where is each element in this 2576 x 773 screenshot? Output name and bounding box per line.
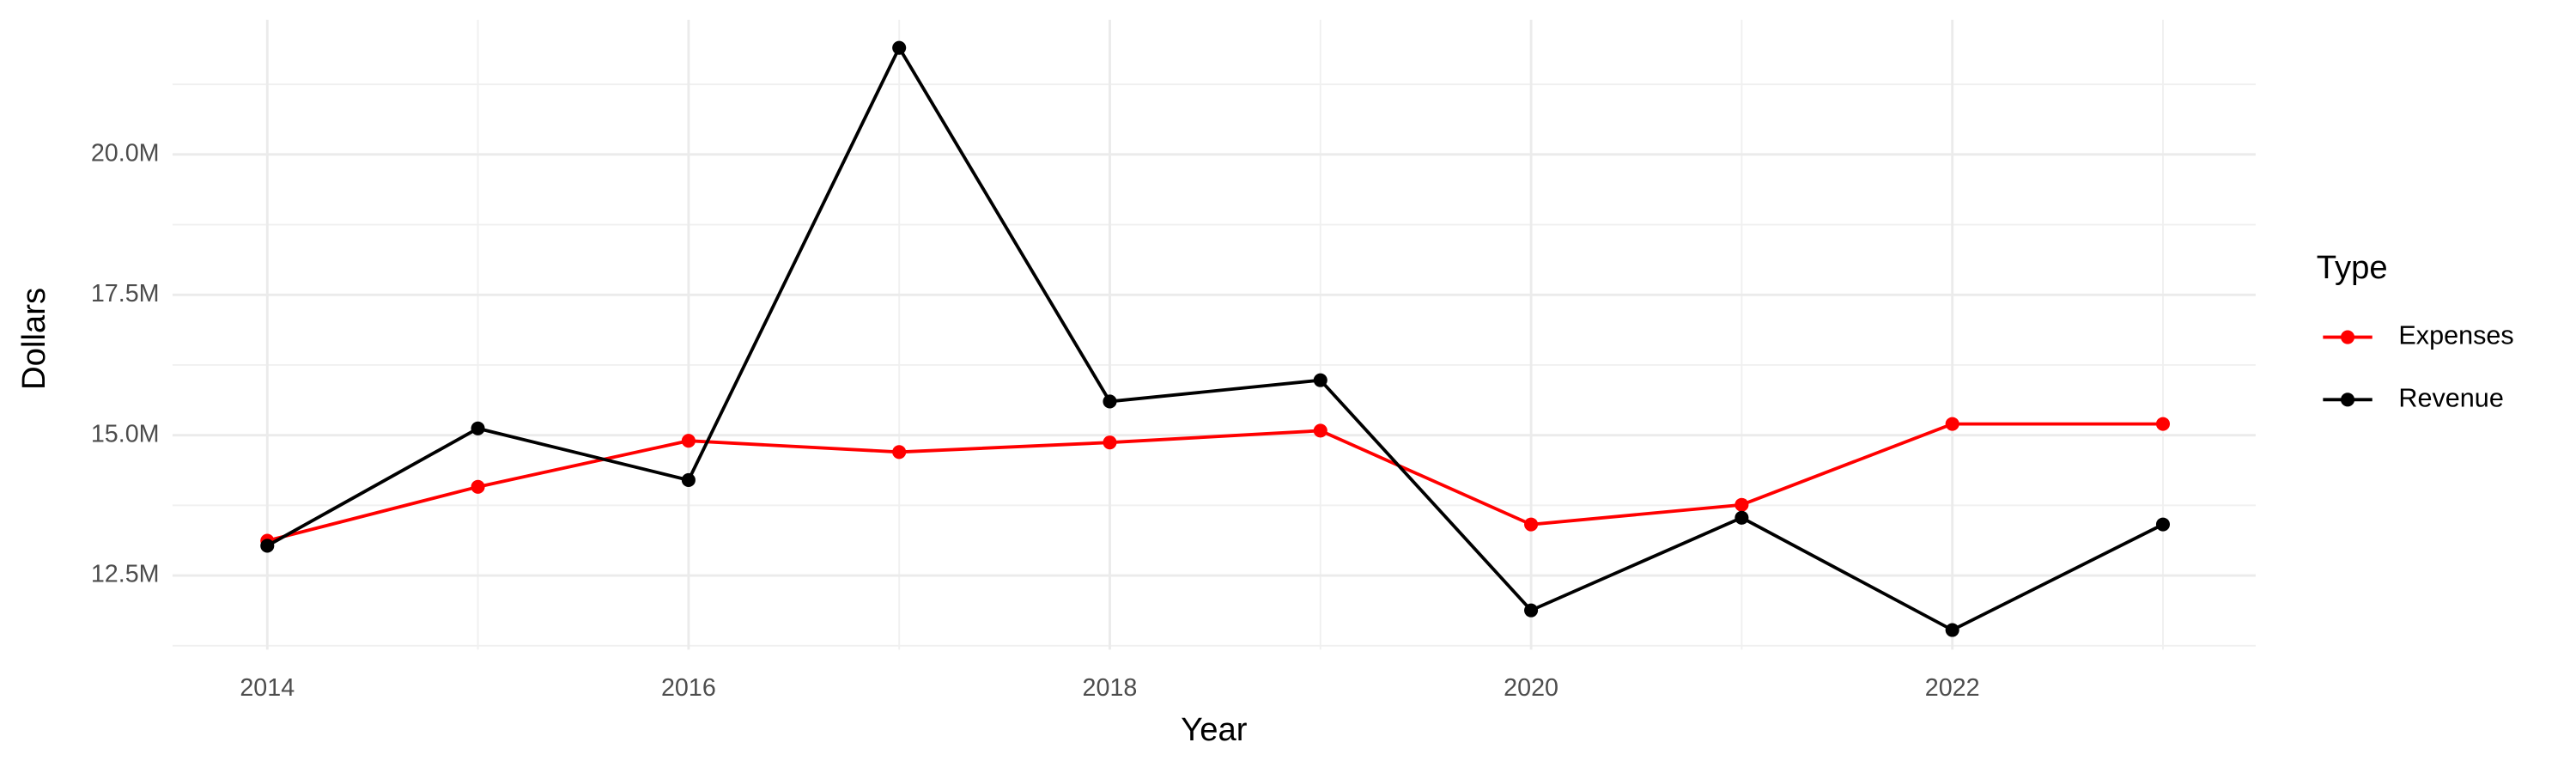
data-point (1313, 373, 1327, 387)
legend-label: Expenses (2398, 321, 2513, 350)
data-point (1313, 423, 1327, 438)
x-axis-title: Year (1181, 711, 1248, 748)
data-point (1945, 623, 1959, 637)
data-point (1524, 517, 1539, 532)
series-line (266, 44, 2164, 632)
data-point (260, 539, 275, 553)
data-point (2155, 517, 2171, 532)
data-point (2155, 417, 2171, 431)
y-tick-label: 20.0M (91, 139, 160, 167)
data-point (1103, 394, 1117, 409)
data-point (471, 421, 485, 435)
data-point (1103, 435, 1117, 450)
y-tick-label: 15.0M (91, 420, 160, 447)
data-point (1735, 510, 1749, 525)
data-point (1945, 417, 1959, 431)
data-point (1735, 497, 1749, 512)
legend-key-point (2341, 330, 2355, 344)
legend-key-point (2341, 393, 2355, 407)
x-tick-label: 2022 (1925, 674, 1980, 702)
legend-label: Revenue (2398, 383, 2503, 412)
data-point (1524, 603, 1539, 618)
y-tick-label: 12.5M (91, 561, 160, 588)
series-line (266, 422, 2163, 543)
x-tick-label: 2016 (661, 674, 716, 702)
data-point (892, 445, 907, 460)
y-tick-label: 17.5M (91, 280, 160, 307)
data-point (681, 472, 696, 488)
y-axis-title: Dollars (15, 288, 52, 390)
data-point (892, 40, 907, 55)
x-tick-label: 2014 (240, 674, 295, 702)
data-point (471, 479, 485, 494)
x-tick-label: 2018 (1083, 674, 1138, 702)
legend-title: Type (2317, 249, 2388, 286)
x-tick-label: 2020 (1504, 674, 1558, 702)
data-point (681, 434, 696, 448)
